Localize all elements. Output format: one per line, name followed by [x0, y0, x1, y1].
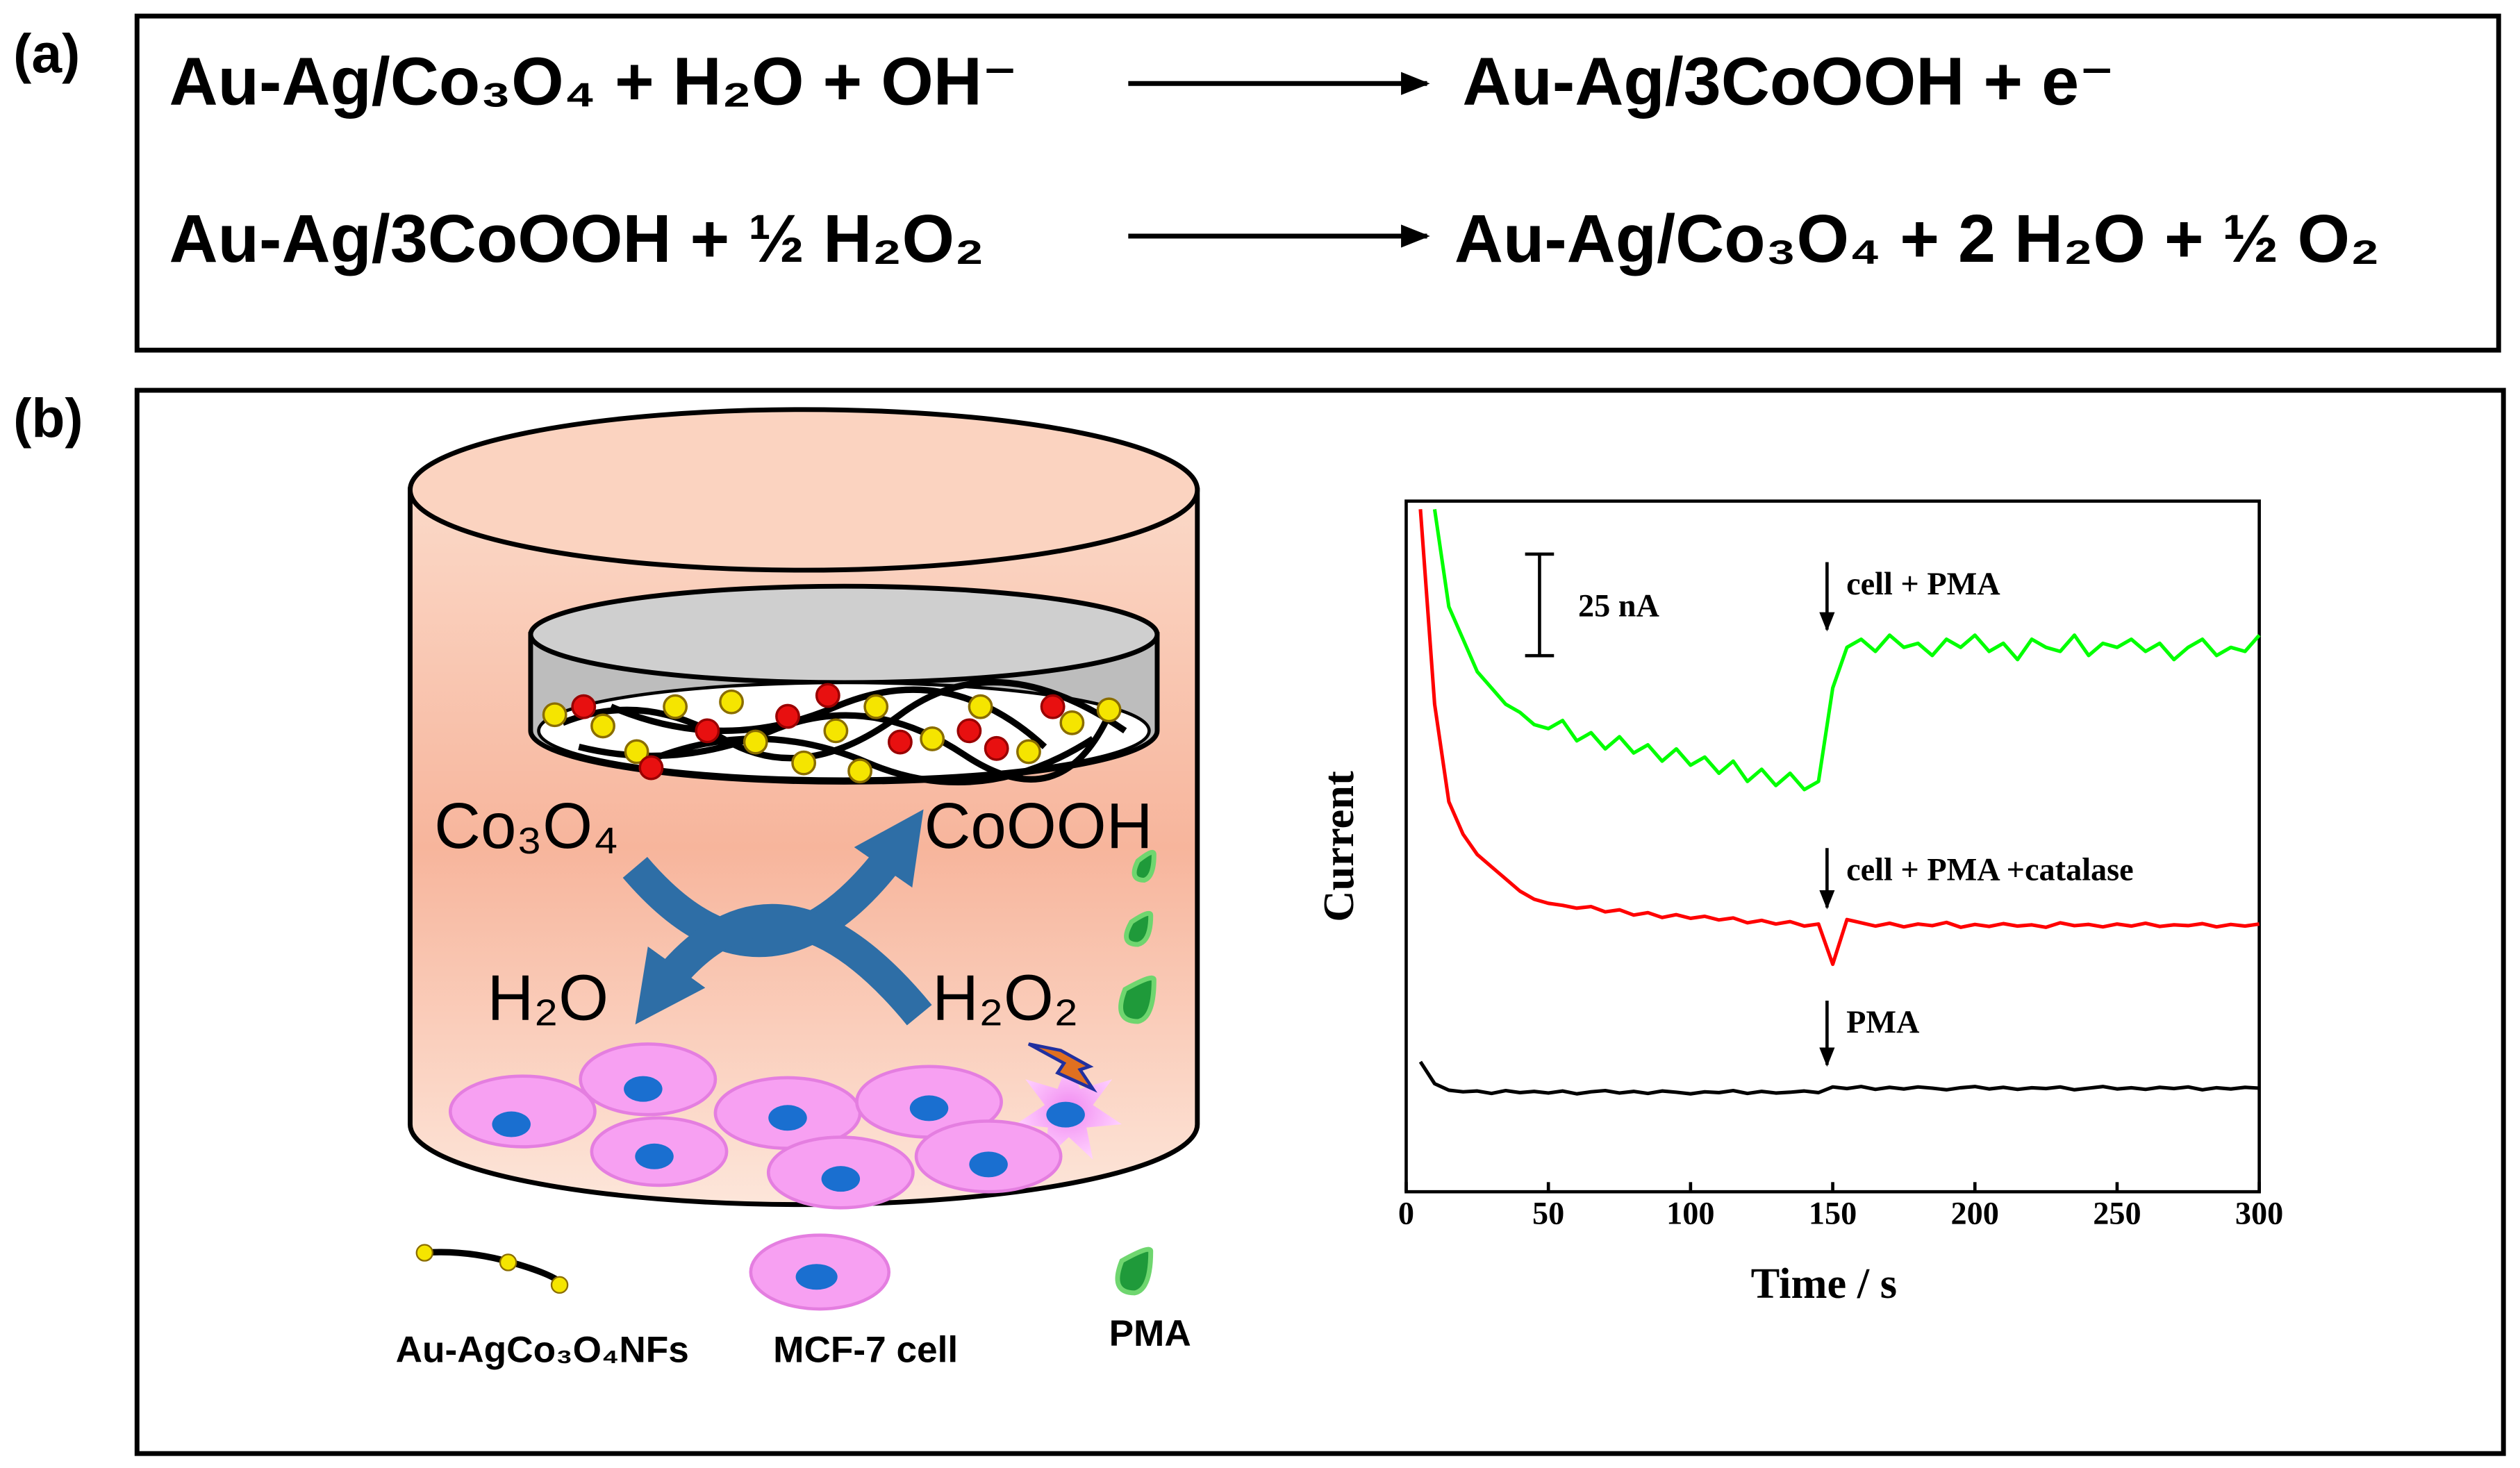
- panel-a-box: [134, 13, 2501, 353]
- data-line: [1418, 1060, 2260, 1096]
- legend-label: Au-AgCo₃O₄NFs: [396, 1329, 689, 1370]
- diagram-label: H₂O₂: [932, 962, 1079, 1034]
- panel-label: (b): [13, 387, 83, 449]
- diagram-label: Co₃O₄: [434, 790, 619, 862]
- x-tick-label: 50: [1532, 1196, 1564, 1231]
- diagram-label: CoOOH: [925, 790, 1153, 862]
- annotation: cell + PMA +catalase: [1846, 852, 2134, 887]
- x-axis-label: Time / s: [1751, 1259, 1897, 1308]
- y-axis-label: Current: [1314, 771, 1363, 922]
- x-tick-label: 0: [1398, 1196, 1414, 1231]
- diagram-label: H₂O: [487, 962, 608, 1034]
- x-tick-label: 150: [1809, 1196, 1857, 1231]
- panel-b-box: [134, 387, 2506, 1456]
- equation-left: Au-Ag/Co₃O₄ + H₂O + OH⁻: [169, 43, 1018, 119]
- legend-label: PMA: [1109, 1313, 1191, 1354]
- scale-bar: [1525, 552, 1555, 658]
- equation-right: Au-Ag/3CoOOH + e⁻: [1462, 43, 2114, 119]
- x-tick-label: 200: [1951, 1196, 1999, 1231]
- x-tick-label: 250: [2093, 1196, 2141, 1231]
- legend-label: MCF-7 cell: [773, 1329, 958, 1370]
- annotation: PMA: [1846, 1005, 1920, 1040]
- annotation: cell + PMA: [1846, 567, 2000, 602]
- x-tick-label: 100: [1666, 1196, 1714, 1231]
- legend-icons: [415, 1233, 1154, 1311]
- cell-diagram: [408, 407, 1200, 1210]
- panel-label: (a): [13, 23, 80, 84]
- data-line: [1418, 509, 2260, 967]
- data-line: [1432, 508, 2261, 792]
- equation-left: Au-Ag/3CoOOH + ½ H₂O₂: [169, 201, 985, 276]
- equation-right: Au-Ag/Co₃O₄ + 2 H₂O + ½ O₂: [1454, 201, 2380, 276]
- x-tick-label: 300: [2235, 1196, 2283, 1231]
- scale-bar-label: 25 nA: [1578, 588, 1660, 624]
